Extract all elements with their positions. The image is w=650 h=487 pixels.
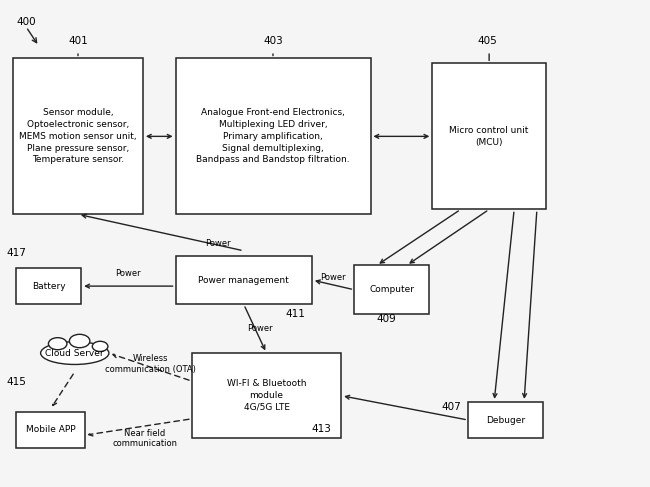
Text: WI-FI & Bluetooth
module
4G/5G LTE: WI-FI & Bluetooth module 4G/5G LTE [227,379,306,412]
Text: 417: 417 [6,248,26,258]
Text: Battery: Battery [32,281,66,291]
Ellipse shape [49,337,67,350]
Text: Debuger: Debuger [486,415,525,425]
Bar [432,63,546,209]
Bar [176,58,370,214]
Bar [468,402,543,438]
Text: Power: Power [116,269,141,279]
Text: 403: 403 [263,37,283,46]
Text: Power management: Power management [198,276,289,284]
Bar [176,256,312,304]
Text: Power: Power [205,239,231,248]
Ellipse shape [92,341,108,352]
Text: Cloud Server: Cloud Server [46,349,104,357]
Text: Mobile APP: Mobile APP [25,425,75,434]
Text: Micro control unit
(MCU): Micro control unit (MCU) [449,126,529,147]
Text: Computer: Computer [369,285,414,294]
Ellipse shape [70,334,90,348]
Text: 405: 405 [478,37,497,46]
Text: 401: 401 [68,37,88,46]
Text: 407: 407 [442,402,462,412]
Text: Wireless
communication (OTA): Wireless communication (OTA) [105,355,196,374]
Text: 411: 411 [286,309,306,319]
Text: Power: Power [320,273,346,282]
Bar [192,353,341,438]
Text: Analogue Front-end Electronics,
Multiplexing LED driver,
Primary amplification,
: Analogue Front-end Electronics, Multiple… [196,108,350,165]
Bar [354,265,429,314]
Ellipse shape [40,342,109,364]
Text: Near field
communication: Near field communication [112,429,177,448]
Text: Sensor module,
Optoelectronic sensor,
MEMS motion sensor unit,
Plane pressure se: Sensor module, Optoelectronic sensor, ME… [20,108,136,165]
Text: 415: 415 [6,377,26,387]
Bar [16,268,81,304]
Text: 413: 413 [312,424,332,433]
Text: 409: 409 [377,314,396,324]
Bar [16,412,84,448]
Text: Power: Power [247,324,273,333]
Text: 400: 400 [16,17,36,27]
Bar [13,58,143,214]
